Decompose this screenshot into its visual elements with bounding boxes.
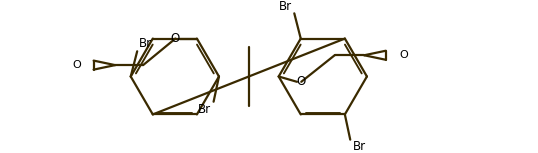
Text: O: O <box>296 75 306 88</box>
Text: O: O <box>72 60 81 70</box>
Text: Br: Br <box>139 37 152 50</box>
Text: O: O <box>400 50 408 60</box>
Text: Br: Br <box>279 0 292 13</box>
Text: O: O <box>171 32 180 45</box>
Text: Br: Br <box>353 140 366 153</box>
Text: Br: Br <box>198 103 211 116</box>
